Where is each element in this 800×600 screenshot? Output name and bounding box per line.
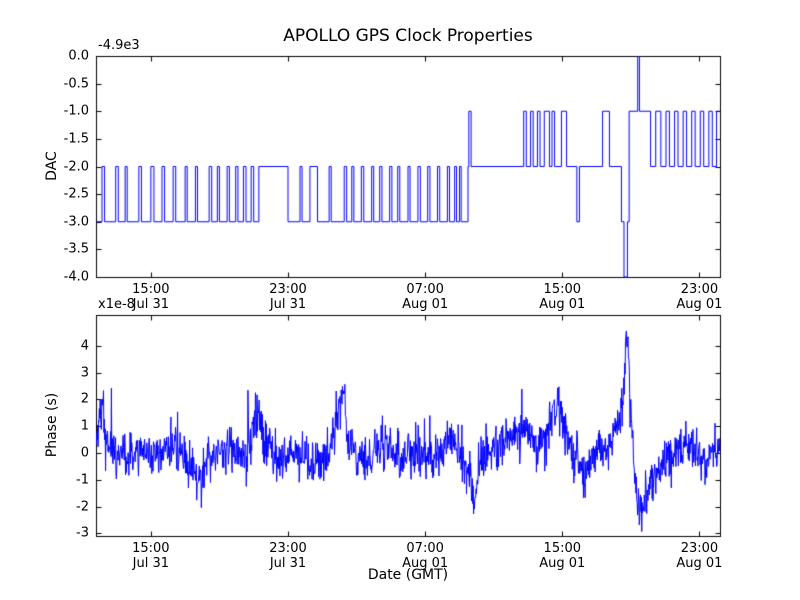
y-tick-label: -2.0 <box>63 159 89 174</box>
y-tick-label: -1 <box>76 472 89 488</box>
date-axis-label: Date (GMT) <box>367 567 449 583</box>
x-tick-label: 15:00 Jul 31 <box>132 541 170 571</box>
dac-axis-label: DAC <box>44 151 60 181</box>
x-tick-label: 15:00 Aug 01 <box>539 541 586 571</box>
y-tick-label: 1 <box>80 418 89 434</box>
x-tick-label: 07:00 Aug 01 <box>402 282 449 312</box>
y-tick-label: -2 <box>76 499 89 515</box>
dac-axis-offset-label: -4.9e3 <box>98 38 140 53</box>
y-tick-label: 0 <box>80 445 89 461</box>
y-tick-label: -2.5 <box>63 186 89 202</box>
x-tick-label: 15:00 Jul 31 <box>132 282 170 312</box>
y-tick-label: -1.0 <box>63 103 89 119</box>
y-tick-label: 2 <box>80 391 89 407</box>
y-tick-label: -3 <box>76 525 89 541</box>
x-tick-label: 23:00 Jul 31 <box>269 282 307 312</box>
phase-axis-label: Phase (s) <box>44 392 60 458</box>
y-tick-label: -3.5 <box>63 241 89 257</box>
y-tick-label: -1.5 <box>63 131 89 147</box>
x-tick-label: 23:00 Jul 31 <box>269 541 307 571</box>
phase-axis-multiplier-label: x1e-8 <box>98 297 135 312</box>
x-tick-label: 23:00 Aug 01 <box>676 541 723 571</box>
y-tick-label: -0.5 <box>63 76 89 92</box>
y-tick-label: 3 <box>80 365 89 381</box>
x-tick-label: 23:00 Aug 01 <box>676 282 723 312</box>
y-tick-label: 4 <box>80 338 89 354</box>
x-tick-label: 07:00 Aug 01 <box>402 541 449 571</box>
y-tick-label: -4.0 <box>63 269 89 285</box>
y-tick-label: 0.0 <box>68 48 89 64</box>
y-tick-label: -3.0 <box>63 214 89 230</box>
figure-title: APOLLO GPS Clock Properties <box>283 26 533 46</box>
x-tick-label: 15:00 Aug 01 <box>539 282 586 312</box>
